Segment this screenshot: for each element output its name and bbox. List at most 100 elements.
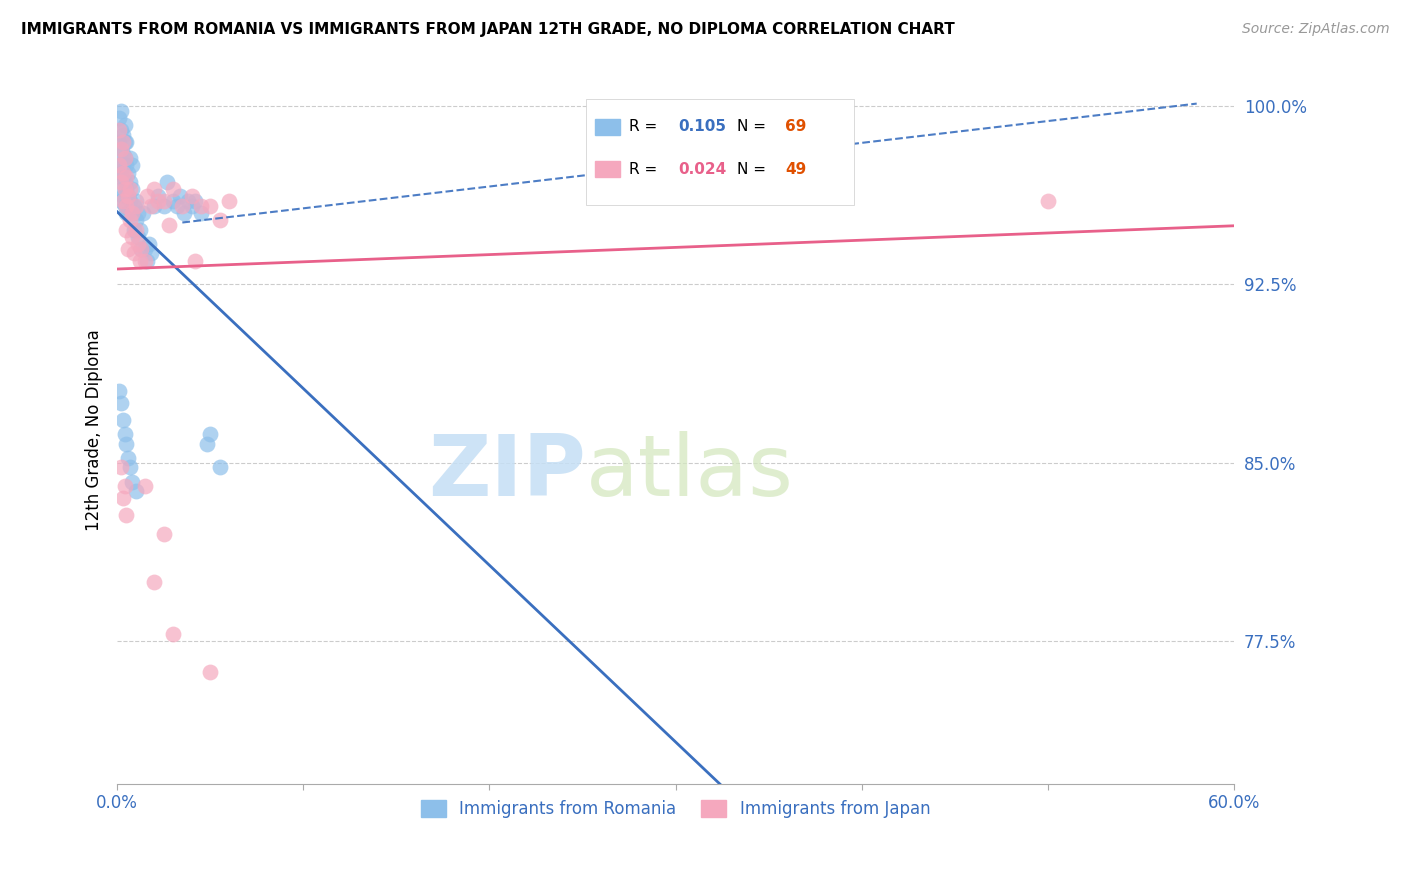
- Point: [120, 460, 142, 475]
- Point: [157, 218, 180, 232]
- Text: atlas: atlas: [586, 432, 794, 515]
- Text: IMMIGRANTS FROM ROMANIA VS IMMIGRANTS FROM JAPAN 12TH GRADE, NO DIPLOMA CORRELAT: IMMIGRANTS FROM ROMANIA VS IMMIGRANTS FR…: [21, 22, 955, 37]
- Point: [190, 206, 212, 220]
- Point: [190, 199, 212, 213]
- Point: [110, 182, 132, 196]
- Point: [111, 135, 134, 149]
- Point: [162, 182, 184, 196]
- Point: [128, 222, 150, 236]
- FancyBboxPatch shape: [595, 120, 620, 135]
- Point: [172, 199, 194, 213]
- Point: [110, 175, 132, 189]
- Point: [127, 206, 149, 220]
- Point: [173, 206, 195, 220]
- Text: N =: N =: [737, 161, 770, 177]
- Point: [111, 165, 134, 179]
- Point: [156, 175, 179, 189]
- Point: [115, 199, 138, 213]
- Point: [134, 479, 156, 493]
- Point: [114, 135, 136, 149]
- Point: [200, 427, 222, 442]
- Point: [110, 142, 132, 156]
- Legend: Immigrants from Romania, Immigrants from Japan: Immigrants from Romania, Immigrants from…: [415, 793, 936, 825]
- Point: [117, 189, 139, 203]
- Point: [184, 194, 207, 208]
- Point: [121, 158, 143, 172]
- Point: [111, 146, 134, 161]
- Point: [115, 170, 138, 185]
- Point: [110, 194, 132, 208]
- Y-axis label: 12th Grade, No Diploma: 12th Grade, No Diploma: [86, 330, 103, 532]
- Point: [121, 206, 143, 220]
- Point: [117, 242, 139, 256]
- Point: [114, 151, 136, 165]
- Point: [117, 165, 139, 179]
- Point: [111, 158, 134, 172]
- Point: [110, 142, 132, 156]
- Point: [114, 175, 136, 189]
- Text: 69: 69: [785, 120, 807, 135]
- Point: [114, 182, 136, 196]
- Point: [184, 253, 207, 268]
- Point: [169, 189, 191, 203]
- FancyBboxPatch shape: [586, 99, 855, 204]
- Point: [111, 189, 134, 203]
- Point: [127, 229, 149, 244]
- Point: [114, 479, 136, 493]
- Point: [177, 194, 200, 208]
- Point: [110, 122, 132, 136]
- Point: [110, 396, 132, 410]
- Point: [111, 491, 134, 506]
- Point: [134, 242, 156, 256]
- Point: [125, 199, 148, 213]
- Point: [114, 118, 136, 132]
- Point: [134, 253, 156, 268]
- Point: [117, 206, 139, 220]
- Point: [111, 413, 134, 427]
- Point: [121, 182, 143, 196]
- Point: [120, 175, 142, 189]
- Point: [115, 206, 138, 220]
- Point: [117, 189, 139, 203]
- Point: [114, 427, 136, 442]
- Point: [114, 199, 136, 213]
- Point: [115, 436, 138, 450]
- Point: [1036, 194, 1059, 208]
- Point: [166, 199, 188, 213]
- Text: Source: ZipAtlas.com: Source: ZipAtlas.com: [1241, 22, 1389, 37]
- Point: [111, 128, 134, 142]
- Point: [143, 574, 166, 589]
- Point: [108, 158, 131, 172]
- Point: [121, 229, 143, 244]
- Point: [139, 199, 162, 213]
- Point: [128, 253, 150, 268]
- Point: [143, 182, 166, 196]
- Point: [136, 189, 159, 203]
- Point: [115, 182, 138, 196]
- Point: [195, 436, 218, 450]
- Point: [162, 194, 184, 208]
- Point: [120, 182, 142, 196]
- Text: 0.105: 0.105: [678, 120, 725, 135]
- Point: [138, 236, 160, 251]
- Point: [108, 111, 131, 125]
- Point: [120, 194, 142, 208]
- Point: [121, 475, 143, 489]
- Point: [122, 222, 145, 236]
- Point: [180, 199, 202, 213]
- Point: [110, 103, 132, 118]
- Point: [208, 460, 231, 475]
- Point: [180, 189, 202, 203]
- Point: [120, 151, 142, 165]
- Text: R =: R =: [628, 161, 662, 177]
- Point: [152, 199, 174, 213]
- Point: [108, 158, 131, 172]
- Point: [110, 165, 132, 179]
- Point: [125, 222, 148, 236]
- Point: [108, 135, 131, 149]
- Point: [208, 213, 231, 227]
- Point: [127, 236, 149, 251]
- Text: 49: 49: [785, 161, 806, 177]
- FancyBboxPatch shape: [595, 161, 620, 177]
- Point: [111, 170, 134, 185]
